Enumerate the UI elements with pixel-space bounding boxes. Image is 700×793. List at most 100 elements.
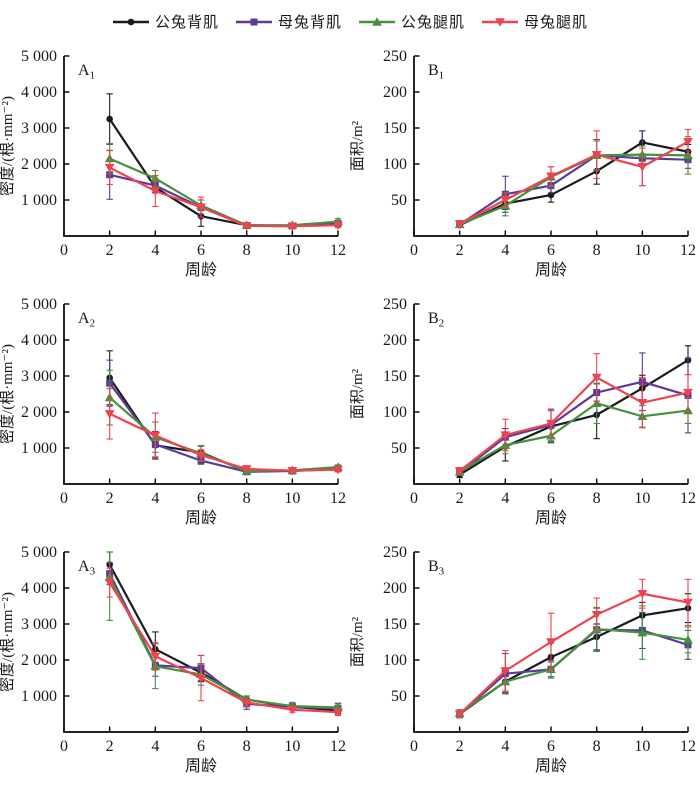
- x-tick-label: 2: [456, 738, 464, 755]
- legend-marker-circle-icon: [127, 18, 135, 25]
- y-axis-label: 面积/m²: [350, 120, 366, 171]
- x-tick-label: 8: [593, 738, 601, 755]
- x-axis-label: 周龄: [185, 757, 217, 775]
- x-tick-label: 6: [547, 242, 555, 259]
- x-tick-label: 12: [680, 242, 696, 259]
- chart-B1-svg: 50 100 150 200 250 0 2 4 6 8 10 12 周龄 面积/m² B1: [349, 48, 696, 279]
- chart-A2-svg: 1 000 2 000 3 000 4 000 5 000 0 2 4 6 8 10 12 周龄 密度/(…: [0, 296, 346, 527]
- y-tick-label: 200: [383, 84, 407, 101]
- y-axis-label: 面积/m²: [350, 616, 366, 667]
- y-tick-label: 100: [383, 156, 407, 173]
- y-tick-label: 5 000: [21, 544, 57, 561]
- legend-label: 母兔背肌: [277, 15, 342, 31]
- series-3: [454, 128, 693, 229]
- chart-A1-svg: 1 000 2 000 3 000 4 000 5 000 0 2 4 6 8 10 12 周龄 密度/(…: [0, 48, 346, 279]
- x-tick-label: 0: [60, 490, 68, 507]
- y-tick-label: 4 000: [21, 332, 57, 349]
- legend-marker-triangle-up-icon: [372, 16, 382, 26]
- subplot-title-sub: 1: [439, 70, 445, 82]
- legend-item-3: 母兔腿肌: [481, 11, 588, 32]
- subplot-title-main: B: [428, 62, 439, 79]
- series-line-2: [458, 627, 690, 715]
- y-tick-label: 2 000: [21, 404, 57, 421]
- x-tick-label: 2: [106, 738, 114, 755]
- series-line-0: [108, 376, 340, 473]
- y-tick-label: 50: [391, 192, 407, 209]
- x-tick-label: 4: [501, 738, 509, 755]
- series-marker-triangle-down-icon: [287, 222, 298, 232]
- y-tick-label: 150: [383, 120, 407, 137]
- y-tick-label: 150: [383, 616, 407, 633]
- x-tick-label: 0: [60, 738, 68, 755]
- series-line-1: [108, 173, 340, 228]
- x-tick-label: 12: [330, 738, 346, 755]
- series-marker-triangle-down-icon: [196, 451, 206, 461]
- series-line-3: [458, 140, 690, 225]
- y-tick-label: 1 000: [21, 192, 57, 209]
- chart-A3-svg: 1 000 2 000 3 000 4 000 5 000 0 2 4 6 8 10 12 周龄 密度/(…: [0, 544, 346, 775]
- series-line-3: [108, 581, 340, 714]
- x-tick-label: 2: [106, 242, 114, 259]
- series-marker-triangle-down-icon: [196, 203, 206, 213]
- series-marker-triangle-down-icon: [241, 465, 252, 474]
- series-line-1: [458, 628, 690, 716]
- x-tick-label: 6: [197, 242, 205, 259]
- series-marker-triangle-down-icon: [333, 708, 343, 718]
- series-2: [454, 605, 693, 718]
- subplot-title-sub: 1: [90, 70, 96, 82]
- series-marker-triangle-down-icon: [333, 221, 343, 231]
- axis-spines: [413, 304, 688, 485]
- series-marker-triangle-down-icon: [454, 467, 465, 476]
- y-tick-label: 5 000: [21, 48, 57, 65]
- series-line-3: [458, 592, 690, 716]
- series-marker-triangle-down-icon: [500, 196, 511, 205]
- subplot-title: B1: [428, 62, 444, 82]
- y-tick-label: 100: [383, 404, 407, 421]
- series-3: [104, 388, 343, 476]
- y-tick-label: 200: [383, 580, 407, 597]
- x-tick-label: 10: [284, 738, 300, 755]
- series-1: [106, 359, 342, 476]
- series-marker-triangle-down-icon: [104, 410, 115, 419]
- legend-label: 母兔腿肌: [524, 15, 589, 31]
- series-line-3: [108, 412, 340, 472]
- series-marker-triangle-down-icon: [150, 652, 161, 662]
- subplot-B3: 50 100 150 200 250 0 2 4 6 8 10 12 周龄 面积/m² B3: [349, 530, 700, 778]
- legend-item-1: 母兔背肌: [235, 11, 342, 32]
- series-marker-triangle-down-icon: [546, 172, 556, 182]
- subplot-title-sub: 3: [439, 566, 445, 578]
- x-tick-label: 12: [680, 490, 696, 507]
- subplot-title-main: B: [428, 310, 439, 327]
- subplot-title-main: A: [78, 558, 90, 575]
- subplot-B1: 50 100 150 200 250 0 2 4 6 8 10 12 周龄 面积/m² B1: [349, 34, 700, 282]
- x-tick-label: 6: [547, 490, 555, 507]
- series-marker-triangle-down-icon: [546, 638, 556, 647]
- series-marker-triangle-down-icon: [637, 163, 648, 172]
- x-tick-label: 12: [330, 490, 346, 507]
- series-line-1: [108, 572, 340, 710]
- x-tick-label: 8: [593, 242, 601, 259]
- series-0: [456, 593, 692, 718]
- y-axis-label: 密度/(根·mm⁻²): [0, 344, 16, 444]
- series-marker-triangle-down-icon: [241, 698, 252, 708]
- series-0: [456, 345, 692, 479]
- series-1: [456, 607, 692, 719]
- subplot-title: B3: [428, 558, 445, 578]
- series-3: [454, 578, 693, 719]
- series-marker-triangle-down-icon: [683, 598, 693, 608]
- x-tick-label: 6: [197, 738, 205, 755]
- subplot-title: A1: [78, 62, 95, 82]
- subplot-B2: 50 100 150 200 250 0 2 4 6 8 10 12 周龄 面积/m² B2: [349, 282, 700, 530]
- x-tick-label: 12: [330, 242, 346, 259]
- x-tick-label: 10: [284, 242, 300, 259]
- x-tick-label: 4: [501, 242, 509, 259]
- series-marker-triangle-down-icon: [500, 667, 511, 676]
- series-marker-triangle-down-icon: [104, 163, 115, 173]
- x-axis-label: 周龄: [535, 261, 567, 279]
- series-marker-triangle-down-icon: [333, 465, 343, 475]
- legend-swatch-square-icon: [235, 18, 272, 25]
- x-tick-label: 4: [151, 738, 159, 755]
- series-marker-triangle-down-icon: [150, 187, 161, 196]
- x-tick-label: 6: [547, 738, 555, 755]
